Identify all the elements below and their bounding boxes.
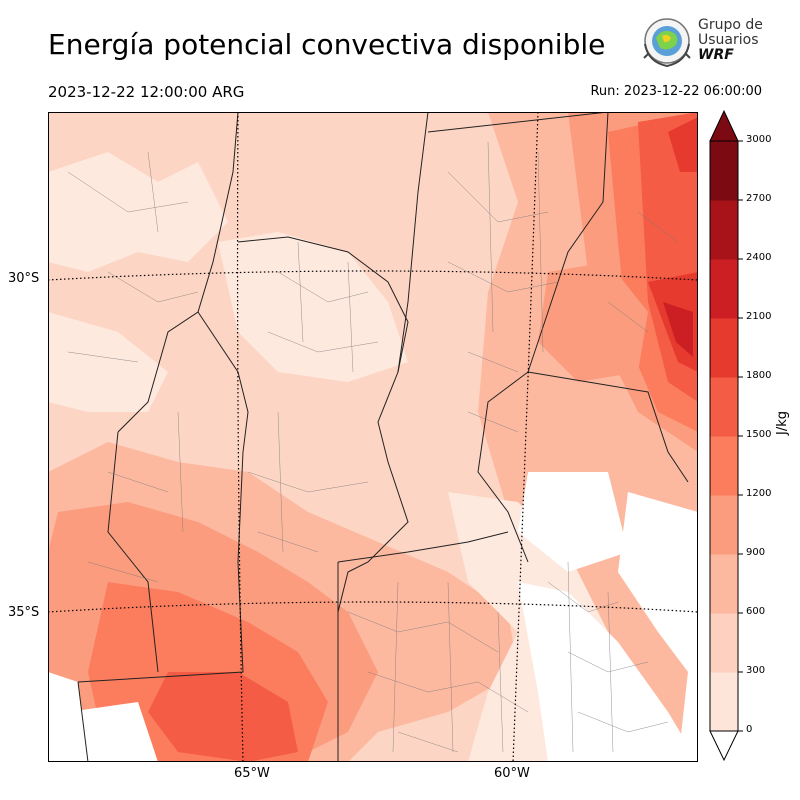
logo-line-2: Usuarios [698,32,759,48]
colorbar-tick-label: 2400 [746,252,772,263]
grupo-usuarios-wrf-logo: Grupo de Usuarios WRF [638,14,768,74]
cape-contour-fill [48,112,698,762]
colorbar-tick-label: 900 [746,547,766,558]
colorbar-tick-label: 0 [746,724,753,735]
logo-line-3: WRF [698,47,734,63]
colorbar-segment [710,613,738,673]
colorbar-tick-label: 300 [746,665,766,676]
colorbar [709,109,743,762]
cape-map [48,112,698,762]
lat-label-35s: 35°S [8,605,40,620]
colorbar-tick-label: 1200 [746,488,772,499]
colorbar-segment [710,554,738,614]
colorbar-segment [710,495,738,555]
map-title: Energía potencial convectiva disponible [48,28,606,61]
colorbar-extend-max [709,109,739,142]
logo-line-1: Grupo de [698,17,763,33]
colorbar-tick-label: 1500 [746,429,772,440]
lat-label-30s: 30°S [8,271,40,286]
colorbar-tick-label: 3000 [746,134,772,145]
colorbar-segment [710,377,738,437]
graticule [48,112,698,762]
colorbar-segment [710,259,738,319]
department-borders [67,141,679,753]
logo-emblem-icon [643,18,691,68]
colorbar-tick-label: 2700 [746,193,772,204]
colorbar-segment [710,436,738,496]
valid-time: 2023-12-22 12:00:00 ARG [48,83,245,101]
colorbar-unit: J/kg [775,411,790,435]
colorbar-tick-label: 2100 [746,311,772,322]
colorbar-segment [710,141,738,201]
colorbar-tick-label: 600 [746,606,766,617]
colorbar-extend-min [709,730,739,762]
map-frame [48,112,698,762]
lon-label-65w: 65°W [234,766,270,781]
lon-label-60w: 60°W [494,766,530,781]
colorbar-segment [710,672,738,732]
colorbar-tick-label: 1800 [746,370,772,381]
run-time: Run: 2023-12-22 06:00:00 [590,84,762,99]
colorbar-segment [710,318,738,378]
colorbar-segment [710,200,738,260]
